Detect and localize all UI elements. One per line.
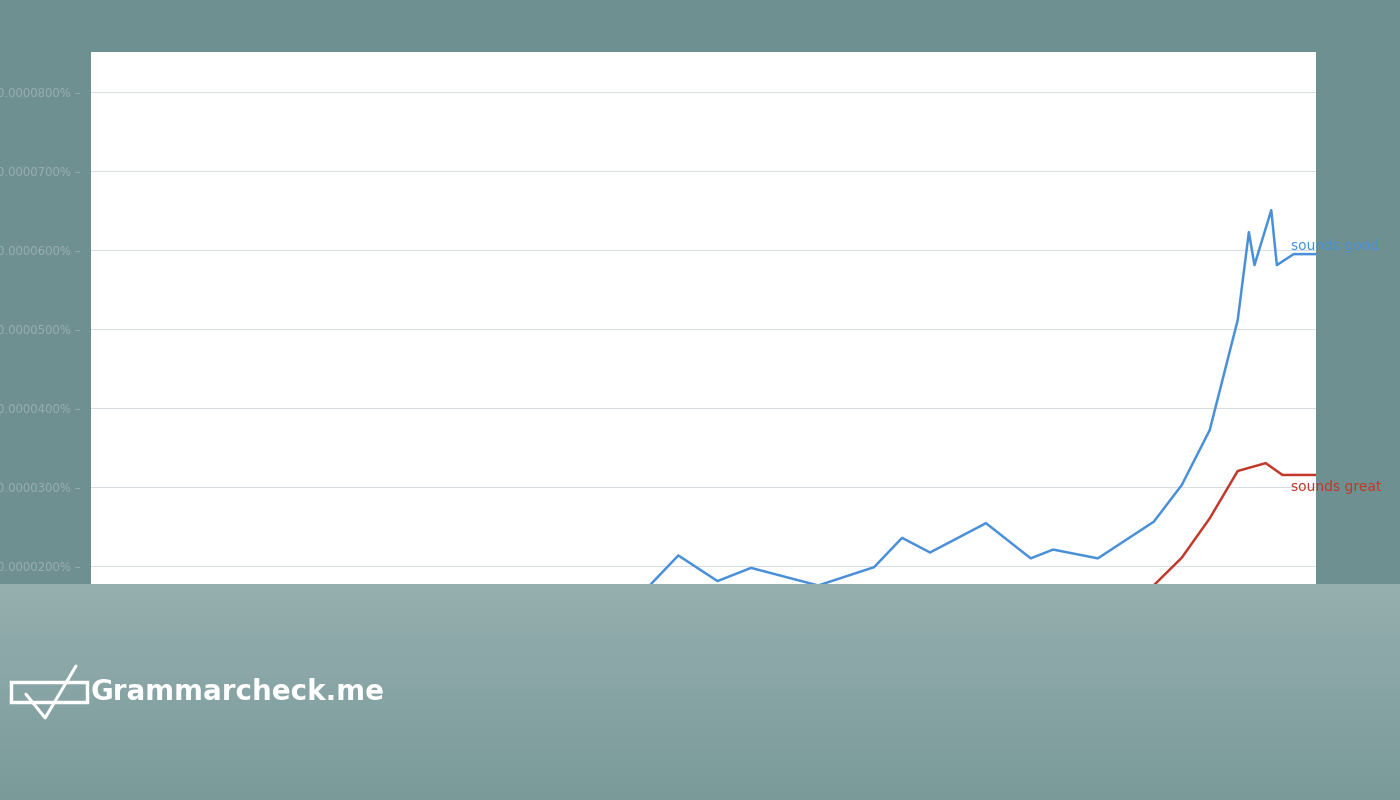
Bar (11, 682, 87, 702)
Text: sounds great: sounds great (1291, 480, 1382, 494)
Text: Grammarcheck.me: Grammarcheck.me (91, 678, 385, 706)
Text: sounds good: sounds good (1291, 239, 1379, 253)
